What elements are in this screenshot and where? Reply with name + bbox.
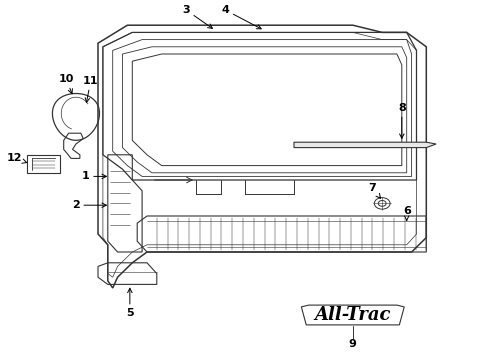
Text: 8: 8 [398, 103, 406, 138]
Text: 11: 11 [83, 76, 98, 102]
Text: 3: 3 [182, 5, 213, 28]
Text: 6: 6 [403, 206, 411, 220]
Text: All-Trac: All-Trac [315, 306, 391, 324]
Polygon shape [294, 142, 436, 148]
Text: 2: 2 [72, 200, 106, 210]
Text: 10: 10 [58, 74, 74, 94]
Text: 7: 7 [368, 183, 381, 198]
Text: 9: 9 [349, 339, 357, 349]
Text: 1: 1 [82, 171, 106, 181]
Text: 12: 12 [6, 153, 27, 163]
Text: 4: 4 [221, 5, 261, 29]
Text: 5: 5 [126, 288, 134, 318]
